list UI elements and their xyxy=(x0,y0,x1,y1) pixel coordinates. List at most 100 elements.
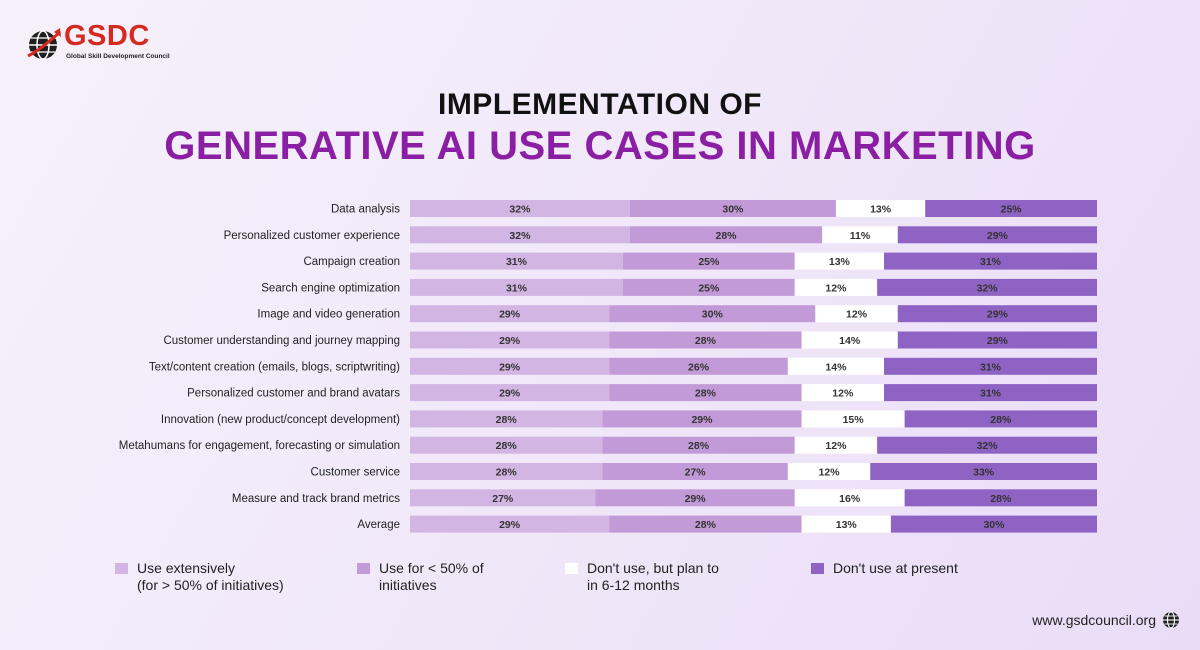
bar-segment xyxy=(815,305,898,323)
data-label: 27% xyxy=(685,467,707,479)
category-label: Innovation (new product/concept developm… xyxy=(161,414,400,426)
bar-segment xyxy=(410,226,630,244)
data-label: 29% xyxy=(987,230,1009,242)
bar-segment xyxy=(609,515,802,533)
brand-name: GSDC xyxy=(64,20,150,52)
category-label: Campaign creation xyxy=(303,256,400,268)
bar-segment xyxy=(801,410,905,428)
bar-segment xyxy=(410,357,610,375)
bar-segment xyxy=(410,384,610,402)
bar-segment xyxy=(410,489,596,507)
data-label: 28% xyxy=(695,388,717,400)
chart-legend: Use extensively (for > 50% of initiative… xyxy=(0,560,1200,600)
bar-segment xyxy=(794,278,878,296)
data-label: 31% xyxy=(980,388,1002,400)
data-label: 31% xyxy=(980,361,1002,373)
data-label: 25% xyxy=(1001,204,1023,216)
data-label: 29% xyxy=(499,335,521,347)
data-label: 28% xyxy=(688,440,710,452)
data-label: 32% xyxy=(977,440,999,452)
bar-segment xyxy=(884,357,1097,375)
globe-logo-icon xyxy=(27,28,62,60)
data-label: 28% xyxy=(990,493,1012,505)
bar-segment xyxy=(609,331,802,349)
legend-label: Use for < 50% of initiatives xyxy=(379,560,484,593)
bar-segment xyxy=(629,226,823,244)
data-label: 31% xyxy=(980,256,1002,268)
data-label: 12% xyxy=(832,388,854,400)
legend-swatch xyxy=(115,563,128,574)
page-title-line1: IMPLEMENTATION OF xyxy=(437,88,763,121)
data-label: 12% xyxy=(846,309,868,321)
bar-segment xyxy=(890,515,1097,533)
bar-segment xyxy=(410,252,623,270)
legend-swatch xyxy=(565,563,578,574)
data-label: 14% xyxy=(839,335,861,347)
data-label: 29% xyxy=(499,309,521,321)
page-title-line2: GENERATIVE AI USE CASES IN MARKETING xyxy=(164,124,1036,168)
legend-item: Use extensively (for > 50% of initiative… xyxy=(115,560,284,594)
bar-segment xyxy=(602,463,788,480)
legend-label: Use extensively (for > 50% of initiative… xyxy=(137,560,284,593)
bar-segment xyxy=(801,331,898,349)
data-label: 32% xyxy=(977,282,999,294)
data-label: 25% xyxy=(698,282,720,294)
bar-segment xyxy=(629,200,836,217)
data-label: 28% xyxy=(990,414,1012,426)
bar-segment xyxy=(410,200,630,217)
data-label: 12% xyxy=(825,440,847,452)
bar-segment xyxy=(794,436,878,454)
data-label: 26% xyxy=(688,361,710,373)
data-label: 14% xyxy=(825,361,847,373)
legend-item: Use for < 50% of initiatives xyxy=(357,560,484,594)
category-label: Image and video generation xyxy=(257,309,400,321)
legend-label: Don't use at present xyxy=(833,560,958,576)
category-label: Measure and track brand metrics xyxy=(232,493,400,505)
data-label: 28% xyxy=(496,467,518,479)
bar-segment xyxy=(595,489,795,507)
data-label: 25% xyxy=(698,256,720,268)
data-label: 28% xyxy=(496,414,518,426)
category-label: Customer service xyxy=(311,467,400,479)
data-label: 29% xyxy=(685,493,707,505)
data-label: 29% xyxy=(499,361,521,373)
category-label: Personalized customer and brand avatars xyxy=(187,388,400,400)
category-label: Customer understanding and journey mappi… xyxy=(163,335,400,347)
bar-segment xyxy=(622,252,795,270)
data-label: 31% xyxy=(506,282,528,294)
bar-segment xyxy=(870,463,1097,480)
data-label: 16% xyxy=(839,493,861,505)
data-label: 29% xyxy=(987,309,1009,321)
bar-segment xyxy=(884,252,1097,270)
data-label: 29% xyxy=(987,335,1009,347)
data-label: 13% xyxy=(870,204,892,216)
legend-item: Don't use, but plan to in 6-12 months xyxy=(565,560,719,594)
bar-segment xyxy=(897,331,1097,349)
bar-segment xyxy=(877,436,1097,454)
category-label: Average xyxy=(357,519,400,531)
data-label: 11% xyxy=(850,230,871,242)
bar-segment xyxy=(897,305,1097,323)
footer-url[interactable]: www.gsdcouncil.org xyxy=(1032,612,1156,628)
data-label: 28% xyxy=(496,440,518,452)
data-label: 12% xyxy=(825,282,847,294)
data-label: 33% xyxy=(973,467,995,479)
bar-segment xyxy=(794,252,885,270)
stacked-bar-chart: Data analysis 32% 30% 13% 25% Personalized cu… xyxy=(119,200,1097,533)
legend-label: Don't use, but plan to in 6-12 months xyxy=(587,560,719,593)
data-label: 15% xyxy=(843,414,865,426)
legend-swatch xyxy=(811,563,824,574)
category-label: Metahumans for engagement, forecasting o… xyxy=(119,440,400,452)
bar-segment xyxy=(609,384,802,402)
data-label: 13% xyxy=(829,256,851,268)
bar-segment xyxy=(925,200,1097,217)
bar-segment xyxy=(410,305,610,323)
bar-segment xyxy=(904,410,1097,428)
data-label: 28% xyxy=(716,230,738,242)
bar-segment xyxy=(835,200,926,217)
bar-segment xyxy=(877,278,1097,296)
data-label: 12% xyxy=(819,467,841,479)
data-label: 30% xyxy=(702,309,724,321)
legend-swatch xyxy=(357,563,370,574)
data-label: 32% xyxy=(509,204,531,216)
